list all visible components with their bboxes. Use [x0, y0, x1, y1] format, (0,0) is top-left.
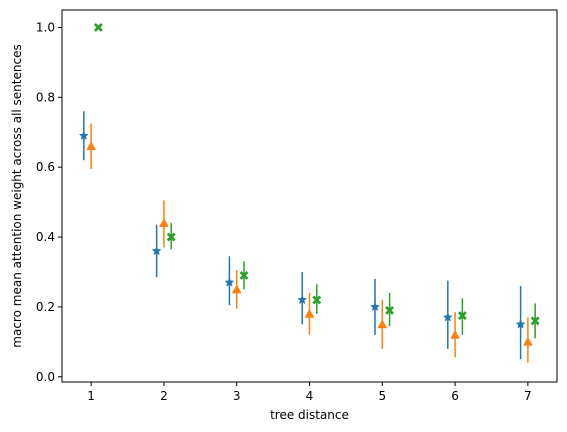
data-point	[93, 22, 103, 33]
data-point	[166, 232, 176, 242]
data-point	[151, 245, 162, 256]
data-point	[158, 218, 169, 227]
y-axis-label: macro mean attention weight across all s…	[10, 44, 24, 347]
data-point	[530, 316, 540, 326]
y-tick-label: 0.2	[36, 300, 55, 314]
y-tick-label: 0.6	[36, 160, 55, 174]
data-point	[297, 294, 308, 305]
x-axis-label: tree distance	[270, 408, 349, 422]
x-tick-label: 5	[378, 389, 386, 403]
data-point	[369, 301, 381, 312]
data-point	[515, 319, 526, 329]
data-point	[304, 308, 315, 318]
data-point	[86, 141, 97, 151]
data-point	[385, 305, 395, 315]
data-point	[442, 312, 453, 322]
data-point	[450, 329, 461, 339]
data-point	[224, 277, 235, 287]
data-point	[457, 311, 467, 321]
series-layer	[78, 22, 540, 363]
x-tick-label: 7	[524, 389, 532, 403]
data-point	[377, 319, 388, 329]
data-point	[231, 284, 242, 294]
ticks-layer: 1 2 3 4 5 6 7 0.0 0.2 0.4 0.6 0.8 1.0	[36, 20, 532, 403]
y-tick-label: 0.4	[36, 230, 55, 244]
series-2	[86, 123, 533, 363]
data-point	[78, 130, 89, 141]
y-tick-label: 0.8	[36, 90, 55, 104]
data-point	[522, 336, 533, 346]
x-tick-label: 2	[160, 389, 168, 403]
x-tick-label: 6	[451, 389, 459, 403]
x-tick-label: 4	[306, 389, 314, 403]
y-tick-label: 1.0	[36, 20, 55, 34]
x-tick-label: 3	[233, 389, 241, 403]
y-tick-label: 0.0	[36, 370, 55, 384]
x-tick-label: 1	[87, 389, 95, 403]
series-3	[93, 22, 540, 339]
data-point	[312, 295, 322, 305]
data-point	[239, 270, 249, 281]
series-1	[78, 111, 526, 360]
